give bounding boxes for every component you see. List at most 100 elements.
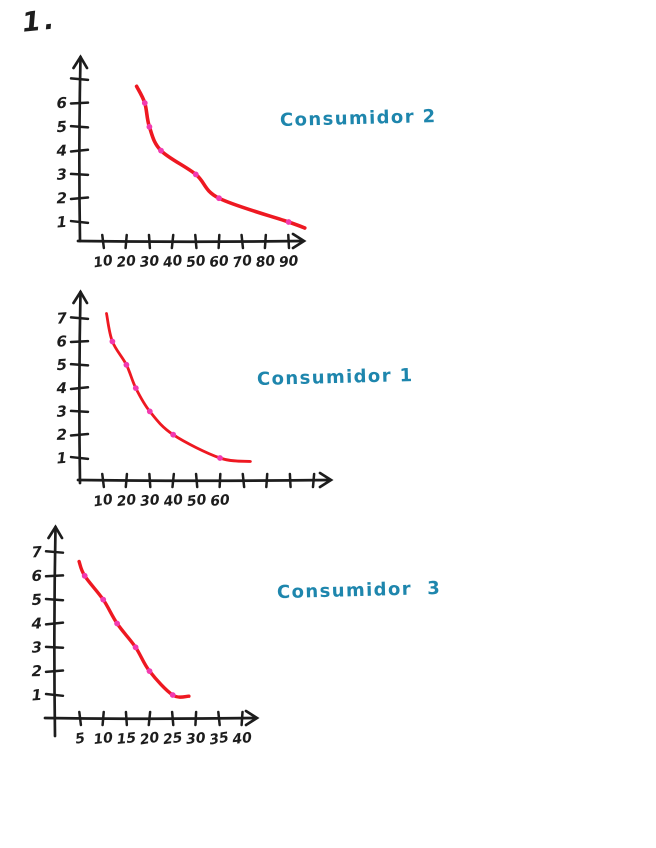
y-axis [47, 524, 64, 738]
x-tick [78, 710, 83, 727]
x-tick-label: 80 [255, 253, 277, 271]
x-axis-arrow [318, 471, 334, 489]
y-tick-label: 6 [31, 567, 42, 585]
data-point [109, 338, 116, 345]
x-tick-label: 70 [231, 253, 253, 272]
chart-consumidor-2: 10 20 30 40 50 60 70 80 90 1 2 3 4 5 6 [55, 54, 307, 272]
x-axis: 5 10 15 20 25 30 35 40 [43, 709, 260, 749]
data-points [141, 100, 292, 225]
x-tick-label: 20 [116, 253, 138, 271]
x-tick [240, 710, 244, 727]
x-tick [288, 472, 292, 489]
demand-curve [105, 312, 252, 463]
y-tick [69, 432, 90, 437]
y-tick [69, 77, 90, 82]
data-points [109, 338, 223, 461]
x-axis: 10 20 30 40 50 60 [76, 471, 334, 511]
data-point [132, 385, 139, 391]
data-point [141, 100, 148, 106]
y-tick [44, 692, 65, 698]
data-point [123, 361, 130, 368]
data-point [146, 668, 153, 674]
x-tick [101, 472, 106, 489]
x-axis-arrow [244, 709, 260, 727]
x-tick [147, 710, 152, 727]
data-point [146, 408, 153, 415]
y-tick-label: 7 [31, 543, 43, 562]
y-tick [69, 362, 90, 367]
chart-title-consumidor-3: Consumidor 3 [276, 577, 442, 604]
x-tick [217, 233, 221, 250]
y-tick [69, 455, 90, 461]
x-tick [124, 233, 128, 250]
y-tick-label: 4 [55, 379, 67, 397]
x-tick [147, 233, 152, 250]
x-tick [124, 710, 129, 727]
y-tick [44, 549, 65, 554]
x-tick [171, 472, 176, 489]
x-tick-label: 40 [161, 492, 184, 511]
y-axis-arrow [72, 289, 89, 305]
y-tick [69, 386, 90, 391]
data-point [216, 195, 222, 202]
x-tick-label: 25 [162, 730, 184, 748]
data-point [217, 455, 223, 461]
y-tick-label: 2 [31, 662, 42, 680]
data-point [100, 596, 107, 603]
y-tick [69, 316, 90, 321]
chart-title-consumidor-2: Consumidor 2 [279, 105, 437, 132]
y-tick [69, 339, 90, 344]
y-tick-label: 4 [30, 614, 42, 632]
y-tick [44, 597, 65, 602]
y-axis-arrow [72, 54, 89, 70]
data-point [132, 644, 139, 651]
data-point [170, 431, 177, 438]
x-tick-label: 5 [74, 730, 86, 747]
x-tick-label: 35 [208, 730, 230, 749]
y-tick [44, 669, 65, 674]
x-tick [148, 472, 152, 489]
data-point [158, 147, 164, 154]
y-tick [69, 124, 90, 129]
x-tick [263, 233, 268, 250]
x-tick [101, 710, 105, 727]
data-point [192, 171, 199, 178]
y-tick-label: 4 [55, 142, 67, 160]
y-tick-label: 6 [56, 332, 67, 350]
y-tick-label: 1 [56, 449, 68, 468]
x-tick-label: 40 [161, 253, 184, 272]
x-tick-label: 10 [93, 730, 115, 748]
y-tick [44, 621, 65, 626]
y-tick-label: 3 [56, 165, 68, 184]
y-tick [44, 574, 65, 578]
y-tick-label: 6 [56, 94, 67, 112]
y-axis-arrow [47, 524, 64, 540]
y-tick-label: 1 [31, 686, 43, 705]
x-tick-label: 30 [139, 492, 160, 510]
x-tick [124, 472, 129, 489]
chart-consumidor-3: 5 10 15 20 25 30 35 40 1 2 3 4 5 6 7 [30, 524, 260, 749]
data-point [146, 123, 153, 130]
x-tick [265, 472, 269, 489]
chart-title-consumidor-1: Consumidor 1 [256, 364, 414, 391]
data-points [81, 572, 176, 698]
x-tick [311, 472, 316, 489]
x-tick-label: 40 [231, 730, 254, 748]
x-tick-label: 20 [139, 730, 161, 749]
x-tick [170, 710, 175, 727]
x-tick-label: 60 [210, 492, 231, 510]
x-tick [194, 233, 198, 250]
x-tick [101, 233, 106, 250]
x-tick [218, 472, 222, 489]
y-tick-label: 5 [56, 118, 68, 137]
y-tick [69, 219, 90, 225]
x-tick-label: 20 [116, 492, 138, 510]
y-tick-label: 2 [56, 426, 67, 444]
x-tick [194, 472, 199, 489]
y-tick-label: 1 [56, 213, 68, 232]
x-tick [240, 233, 245, 250]
x-tick-label: 50 [186, 492, 208, 510]
x-tick [194, 710, 198, 727]
